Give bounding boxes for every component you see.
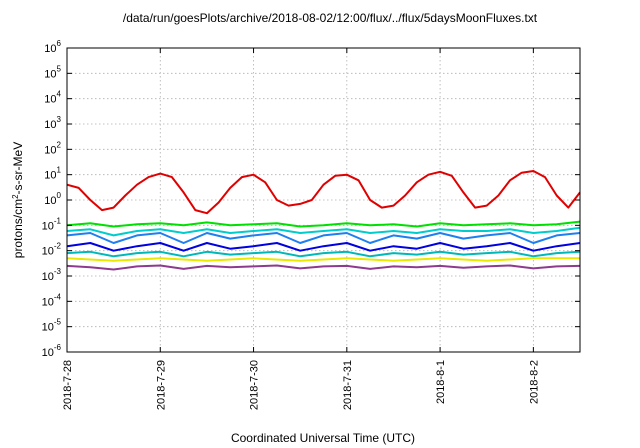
y-axis-label: protons/cm2-s-sr-MeV	[11, 142, 26, 258]
y-tick-exponent: 0	[57, 191, 62, 200]
series-line	[66, 250, 581, 258]
y-tick-label: 104	[44, 90, 61, 106]
series-line	[66, 220, 581, 228]
axis-ticks	[66, 47, 580, 353]
x-tick-label: 2018-8-1	[435, 360, 447, 404]
y-tick-base: 10	[44, 68, 56, 80]
y-tick-base: 10	[42, 220, 54, 232]
y-tick-exponent: 5	[57, 64, 62, 73]
series-line	[66, 242, 581, 252]
x-tick-label: 2018-7-30	[249, 360, 261, 410]
y-tick-base: 10	[42, 271, 54, 283]
y-tick-exponent: 2	[57, 140, 62, 149]
y-tick-base: 10	[44, 144, 56, 156]
y-tick-exponent: 3	[57, 115, 62, 124]
y-tick-label: 106	[44, 39, 61, 55]
y-tick-label: 100	[44, 191, 61, 207]
series-group	[66, 170, 581, 271]
y-tick-base: 10	[42, 296, 54, 308]
y-tick-label: 10-4	[42, 292, 62, 308]
y-tick-exponent: -5	[54, 318, 62, 327]
series-line	[66, 264, 581, 271]
y-tick-label: 10-1	[42, 216, 62, 232]
x-tick-label: 2018-7-28	[62, 360, 74, 410]
y-tick-base: 10	[42, 246, 54, 258]
y-tick-base: 10	[44, 195, 56, 207]
y-tick-exponent: 6	[57, 39, 62, 48]
y-tick-base: 10	[44, 119, 56, 131]
grid	[66, 48, 580, 352]
y-tick-exponent: -2	[54, 242, 62, 251]
x-tick-label: 2018-7-29	[155, 360, 167, 410]
y-tick-base: 10	[42, 322, 54, 334]
x-tick-labels: 2018-7-28 2018-7-29 2018-7-30 2018-7-31 2018…	[62, 360, 540, 410]
y-tick-label: 102	[44, 140, 61, 156]
y-tick-exponent: -6	[54, 343, 62, 352]
y-axis-label-prefix: protons/cm	[11, 199, 25, 258]
series-line	[66, 257, 580, 262]
y-tick-exponent: 1	[57, 166, 62, 175]
series-line	[66, 226, 581, 237]
y-tick-label: 10-3	[42, 267, 62, 283]
series-line	[66, 232, 581, 244]
series-line	[66, 170, 581, 215]
y-tick-label: 10-5	[42, 318, 62, 334]
y-tick-base: 10	[42, 347, 54, 359]
y-tick-exponent: -1	[54, 216, 62, 225]
y-tick-label: 10-2	[42, 242, 62, 258]
y-tick-label: 101	[44, 166, 61, 182]
x-tick-label: 2018-7-31	[342, 360, 354, 410]
y-tick-exponent: -4	[54, 292, 62, 301]
y-tick-label: 105	[44, 64, 61, 80]
y-tick-labels: 10-610-510-410-310-210-11001011021031041…	[42, 39, 62, 359]
y-tick-label: 103	[44, 115, 61, 131]
y-tick-exponent: 4	[57, 90, 62, 99]
x-axis-label: Coordinated Universal Time (UTC)	[231, 431, 415, 445]
x-tick-label: 2018-8-2	[528, 360, 540, 404]
y-axis-label-suffix: -s-sr-MeV	[11, 142, 25, 195]
y-tick-base: 10	[44, 170, 56, 182]
y-axis-label-exponent: 2	[11, 194, 20, 199]
y-tick-base: 10	[44, 94, 56, 106]
y-tick-label: 10-6	[42, 343, 62, 359]
y-tick-exponent: -3	[54, 267, 62, 276]
chart-title: /data/run/goesPlots/archive/2018-08-02/1…	[123, 11, 538, 25]
y-tick-base: 10	[44, 43, 56, 55]
